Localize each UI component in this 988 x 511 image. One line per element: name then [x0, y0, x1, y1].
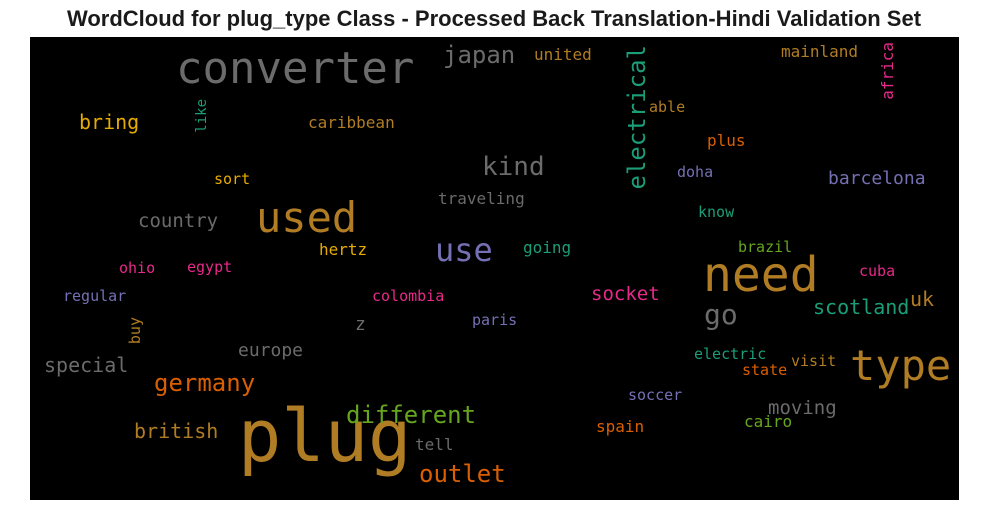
word-visit: visit: [791, 352, 837, 370]
word-know: know: [698, 203, 735, 221]
word-socket: socket: [591, 283, 660, 305]
word-electrical: electrical: [623, 45, 651, 190]
word-state: state: [742, 361, 788, 379]
word-british: british: [134, 419, 219, 443]
word-paris: paris: [472, 311, 518, 329]
word-caribbean: caribbean: [308, 113, 395, 132]
word-mainland: mainland: [781, 42, 859, 61]
word-scotland: scotland: [813, 295, 910, 319]
word-barcelona: barcelona: [828, 168, 926, 189]
word-converter: converter: [176, 43, 415, 94]
word-kind: kind: [482, 152, 545, 182]
word-sort: sort: [214, 170, 251, 188]
word-plug: plug: [238, 394, 412, 478]
word-use: use: [435, 231, 493, 269]
word-able: able: [649, 98, 686, 116]
word-cloud: plug converter need type used use electr…: [30, 37, 959, 500]
word-germany: germany: [154, 369, 256, 397]
word-outlet: outlet: [419, 460, 506, 488]
word-type: type: [850, 341, 952, 390]
word-special: special: [44, 353, 129, 377]
word-electric: electric: [694, 345, 767, 363]
word-uk: uk: [910, 287, 935, 311]
word-spain: spain: [596, 417, 645, 436]
word-plus: plus: [707, 131, 746, 150]
word-different: different: [346, 401, 477, 429]
word-cuba: cuba: [859, 262, 896, 280]
word-doha: doha: [677, 163, 714, 181]
word-regular: regular: [63, 287, 127, 305]
word-cairo: cairo: [744, 412, 793, 431]
word-africa: africa: [878, 42, 897, 100]
word-colombia: colombia: [372, 287, 445, 305]
chart-title: WordCloud for plug_type Class - Processe…: [66, 6, 922, 31]
word-country: country: [138, 210, 219, 232]
word-like: like: [194, 99, 210, 133]
word-moving: moving: [768, 397, 837, 419]
word-ohio: ohio: [119, 259, 156, 277]
word-buy: buy: [126, 317, 144, 345]
word-bring: bring: [79, 110, 140, 134]
word-europe: europe: [238, 340, 304, 361]
word-brazil: brazil: [738, 238, 793, 256]
word-hertz: hertz: [319, 240, 368, 259]
word-united: united: [534, 45, 592, 64]
word-go: go: [704, 298, 738, 331]
word-soccer: soccer: [628, 386, 683, 404]
word-need: need: [703, 247, 819, 303]
word-z: z: [355, 314, 366, 335]
word-going: going: [523, 238, 572, 257]
word-tell: tell: [415, 435, 454, 454]
word-egypt: egypt: [187, 258, 233, 276]
word-used: used: [256, 193, 358, 242]
word-traveling: traveling: [438, 189, 525, 208]
word-japan: japan: [443, 41, 516, 69]
